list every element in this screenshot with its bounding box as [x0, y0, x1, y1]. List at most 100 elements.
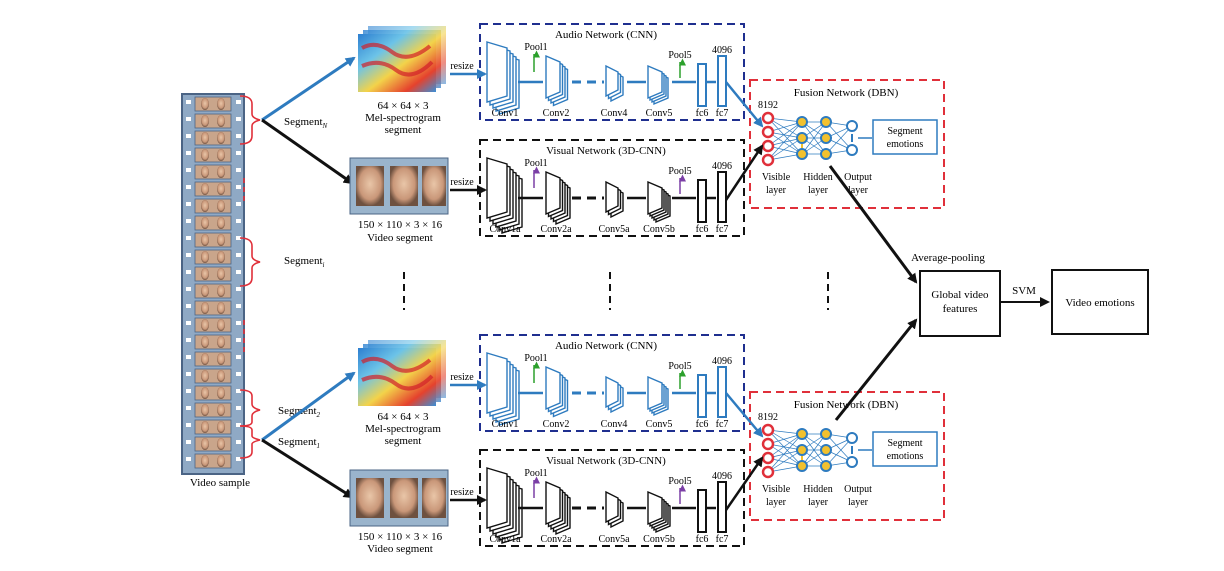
pool1-label: Pool1 — [524, 353, 547, 364]
layer-label: fc7 — [716, 224, 729, 235]
hidden-node — [820, 132, 832, 144]
video-emotions-box — [1051, 269, 1149, 335]
film-face — [201, 149, 209, 161]
sprocket-hole — [186, 389, 191, 393]
global-features-box — [919, 270, 1001, 337]
visible-node — [761, 125, 775, 139]
layer-label: Conv2 — [543, 108, 570, 119]
film-face — [201, 268, 209, 280]
fusion-box — [749, 79, 945, 209]
film-face — [217, 251, 225, 263]
film-face — [201, 336, 209, 348]
film-face — [201, 370, 209, 382]
layer-label: fc6 — [696, 224, 709, 235]
layer-label: Conv5b — [643, 534, 675, 545]
layer-label: fc6 — [696, 534, 709, 545]
network-title: Visual Network (3D-CNN) — [546, 145, 666, 157]
film-face — [217, 149, 225, 161]
sprocket-hole — [236, 100, 241, 104]
output-layer-label: Output — [844, 484, 872, 495]
conv-block-slice — [647, 64, 663, 100]
sprocket-hole — [236, 117, 241, 121]
sprocket-hole — [236, 423, 241, 427]
sprocket-hole — [236, 389, 241, 393]
layer-label: Conv4 — [601, 108, 628, 119]
hidden-node — [820, 460, 832, 472]
layer-label: fc7 — [716, 419, 729, 430]
conv-block-slice — [545, 54, 561, 100]
film-strip — [181, 93, 245, 475]
segment-emotions-line2: emotions — [887, 451, 924, 462]
visible-node — [761, 153, 775, 167]
film-frame — [194, 181, 232, 197]
pool5-label: Pool5 — [668, 361, 691, 372]
fusion-to-global-arrows — [828, 165, 918, 421]
fc7-bar — [717, 171, 727, 223]
segment-arrows — [261, 56, 356, 499]
video-dims-bottom: 150 × 110 × 3 × 16 — [358, 531, 443, 543]
resize-label: resize — [450, 61, 474, 72]
film-face — [201, 404, 209, 416]
film-face — [217, 455, 225, 467]
film-frame — [194, 215, 232, 231]
fc6-bar — [697, 489, 707, 533]
visible-node — [761, 451, 775, 465]
sprocket-hole — [236, 270, 241, 274]
film-frame — [194, 130, 232, 146]
layer-label: Conv2 — [543, 419, 570, 430]
film-frame — [194, 283, 232, 299]
mel-label-top: Mel-spectrogram — [365, 112, 441, 124]
visible-layer-label: layer — [766, 497, 787, 508]
film-face — [201, 319, 209, 331]
hidden-layer-label: layer — [808, 497, 829, 508]
sprocket-hole — [236, 287, 241, 291]
sprocket-hole — [236, 168, 241, 172]
mel-dims-bottom: 64 × 64 × 3 — [378, 411, 429, 423]
film-frame — [194, 402, 232, 418]
conv-block-slice — [545, 170, 561, 216]
sprocket-hole — [186, 355, 191, 359]
film-frame — [194, 249, 232, 265]
layer-label: Conv1a — [489, 224, 521, 235]
sprocket-hole — [186, 117, 191, 121]
film-face — [217, 302, 225, 314]
fc6-bar — [697, 179, 707, 223]
mel-spectrogram-bottom — [358, 340, 446, 406]
film-face — [217, 166, 225, 178]
layer-label: Conv5b — [643, 224, 675, 235]
film-frame — [194, 453, 232, 469]
segment-emotions-line1: Segment — [888, 438, 923, 449]
mel-label2-bottom: segment — [385, 435, 422, 447]
network-title: Audio Network (CNN) — [555, 340, 657, 352]
segment-emotions-line1: Segment — [888, 126, 923, 137]
film-frame — [194, 198, 232, 214]
sprocket-hole — [236, 457, 241, 461]
film-frame — [194, 351, 232, 367]
ellipsis-separators — [403, 272, 829, 310]
video-segment-bottom — [349, 469, 449, 527]
sprocket-hole — [186, 100, 191, 104]
visible-layer-label: Visible — [762, 172, 791, 183]
hidden-node — [796, 116, 808, 128]
sprocket-hole — [186, 253, 191, 257]
film-face — [201, 115, 209, 127]
film-face — [217, 183, 225, 195]
network-box — [479, 449, 745, 547]
hidden-layer-label: Hidden — [803, 172, 832, 183]
sprocket-hole — [186, 440, 191, 444]
film-face — [201, 132, 209, 144]
sprocket-hole — [186, 168, 191, 172]
film-face — [217, 353, 225, 365]
visible-node — [761, 423, 775, 437]
layer-label: fc6 — [696, 419, 709, 430]
visible-node — [761, 139, 775, 153]
conv-block-slice — [486, 157, 508, 219]
output-layer-label: layer — [848, 497, 869, 508]
fc7-bar — [717, 481, 727, 533]
conv-block-slice — [605, 180, 619, 214]
fc-dim-label: 4096 — [712, 45, 732, 56]
hidden-node — [796, 460, 808, 472]
film-face — [217, 200, 225, 212]
sprocket-hole — [236, 321, 241, 325]
